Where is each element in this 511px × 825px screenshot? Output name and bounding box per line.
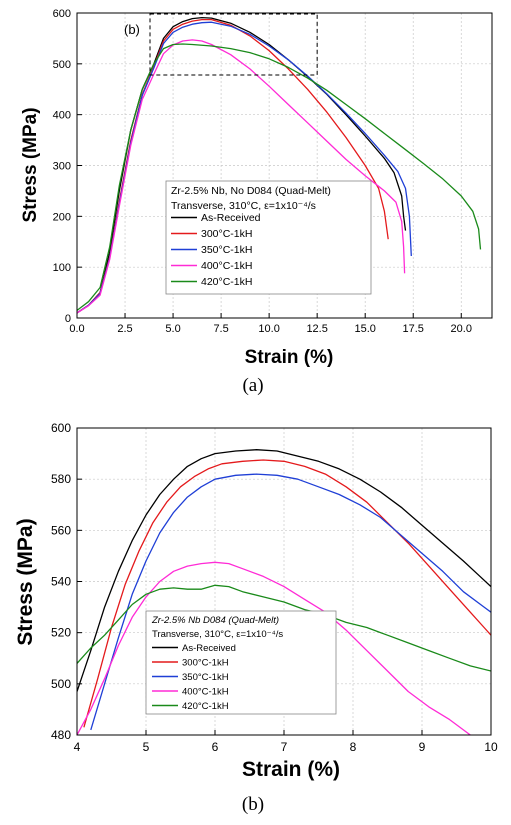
legend-subtitle-b: Transverse, 310°C, ε=1x10⁻⁴/s — [152, 629, 283, 640]
series-line-a-4 — [77, 43, 482, 311]
x-axis-label-b: Strain (%) — [242, 758, 340, 781]
chart-b: 4 5 6 7 8 9 10 480 500 520 540 560 580 600 Zr-2.5% Nb… — [14, 421, 498, 815]
legend-subtitle-a: Transverse, 310°C, ε=1x10⁻⁴/s — [171, 200, 316, 212]
legend-label-a-4: 420°C-1kH — [201, 276, 252, 288]
legend-label-b-4: 420°C-1kH — [182, 701, 229, 712]
plot-frame-b — [76, 427, 492, 736]
x-tick-label: 5.0 — [165, 323, 180, 335]
x-tick-label: 9 — [419, 740, 426, 754]
x-tick-label: 7.5 — [213, 323, 228, 335]
y-tick-label: 600 — [51, 421, 71, 435]
caption-a: (a) — [242, 375, 263, 396]
legend-b: Zr-2.5% Nb D084 (Quad-Melt) Transverse, … — [145, 610, 337, 715]
series-line-a-0 — [77, 16, 407, 314]
series-line-b-1 — [83, 459, 491, 728]
y-tick-label: 400 — [53, 110, 71, 122]
y-tick-label: 500 — [51, 677, 71, 691]
legend-a: Zr-2.5% Nb, No D084 (Quad-Melt) Transver… — [165, 180, 372, 295]
y-tick-label: 480 — [51, 728, 71, 742]
y-tick-label: 100 — [53, 262, 71, 274]
y-tick-label: 520 — [51, 626, 71, 640]
series-line-b-3 — [77, 561, 472, 735]
y-tick-label: 600 — [53, 8, 71, 20]
x-tick-label: 7 — [281, 740, 288, 754]
chart-a: 0.0 2.5 5.0 7.5 10.0 12.5 15.0 17.5 20.0 0 100 200 3… — [20, 8, 493, 396]
legend-label-b-0: As-Received — [182, 643, 236, 654]
y-tick-label: 560 — [51, 523, 71, 537]
series-line-a-3 — [77, 39, 406, 314]
legend-items-b: As-Received 300°C-1kH 350°C-1kH 400°C-1kH 42… — [152, 643, 236, 712]
legend-label-a-1: 300°C-1kH — [201, 228, 252, 240]
y-tick-label: 540 — [51, 575, 71, 589]
x-axis-label-a: Strain (%) — [245, 347, 334, 368]
inset-box — [149, 13, 318, 76]
y-tick-label: 500 — [53, 59, 71, 71]
y-tick-label: 300 — [53, 161, 71, 173]
legend-title-b: Zr-2.5% Nb D084 (Quad-Melt) — [151, 615, 279, 626]
x-tick-label: 10 — [484, 740, 498, 754]
series-a — [77, 16, 482, 314]
legend-label-a-3: 400°C-1kH — [201, 260, 252, 272]
ticks-a: 0.0 2.5 5.0 7.5 10.0 12.5 15.0 17.5 20.0 0 100 200 3… — [53, 8, 472, 335]
x-tick-label: 2.5 — [117, 323, 132, 335]
legend-box-a — [165, 180, 372, 295]
plot-frame-a — [76, 12, 493, 319]
ticks-b: 4 5 6 7 8 9 10 480 500 520 540 560 580 600 — [51, 421, 498, 754]
legend-title-a: Zr-2.5% Nb, No D084 (Quad-Melt) — [171, 185, 331, 197]
y-axis-label-a: Stress (MPa) — [20, 107, 41, 222]
x-tick-label: 4 — [74, 740, 81, 754]
y-axis-label-b: Stress (MPa) — [14, 518, 37, 645]
series-line-b-4 — [77, 584, 491, 672]
series-line-b-0 — [77, 449, 491, 692]
legend-label-a-0: As-Received — [201, 212, 261, 224]
legend-label-b-1: 300°C-1kH — [182, 658, 229, 669]
x-tick-label: 0.0 — [69, 323, 84, 335]
y-tick-label: 200 — [53, 211, 71, 223]
legend-label-b-3: 400°C-1kH — [182, 687, 229, 698]
legend-items-a: As-Received 300°C-1kH 350°C-1kH 400°C-1kH 42… — [171, 212, 261, 288]
x-tick-label: 20.0 — [451, 323, 472, 335]
series-b — [77, 449, 491, 735]
x-tick-label: 5 — [143, 740, 150, 754]
x-tick-label: 8 — [350, 740, 357, 754]
inset-label: (b) — [124, 22, 140, 37]
x-tick-label: 15.0 — [354, 323, 375, 335]
x-tick-label: 10.0 — [258, 323, 279, 335]
x-tick-label: 6 — [212, 740, 219, 754]
y-tick-label: 0 — [65, 313, 71, 325]
caption-b: (b) — [242, 794, 264, 815]
x-tick-label: 17.5 — [403, 323, 424, 335]
series-line-b-2 — [90, 473, 491, 731]
legend-label-b-2: 350°C-1kH — [182, 672, 229, 683]
legend-label-a-2: 350°C-1kH — [201, 244, 252, 256]
x-tick-label: 12.5 — [306, 323, 327, 335]
y-tick-label: 580 — [51, 472, 71, 486]
